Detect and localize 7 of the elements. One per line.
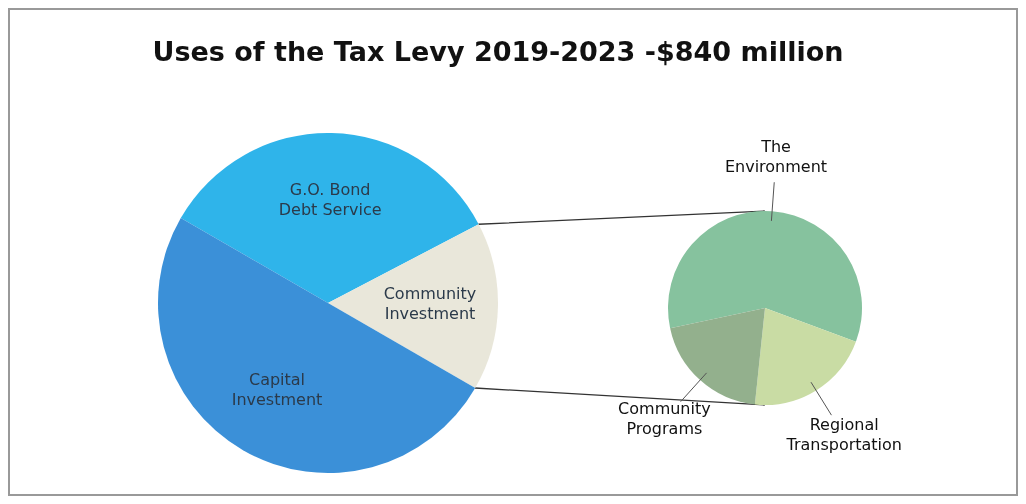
slice-label: Community Investment — [383, 284, 477, 324]
slice-label: Capital Investment — [231, 370, 323, 410]
slice-label: G.O. Bond Debt Service — [278, 180, 382, 220]
slice-label: Regional Transportation — [785, 414, 902, 454]
slice-label: The Environment — [724, 137, 828, 177]
slice-label: Community Programs — [618, 398, 711, 438]
chart-title: Uses of the Tax Levy 2019-2023 -$840 million — [151, 36, 845, 67]
